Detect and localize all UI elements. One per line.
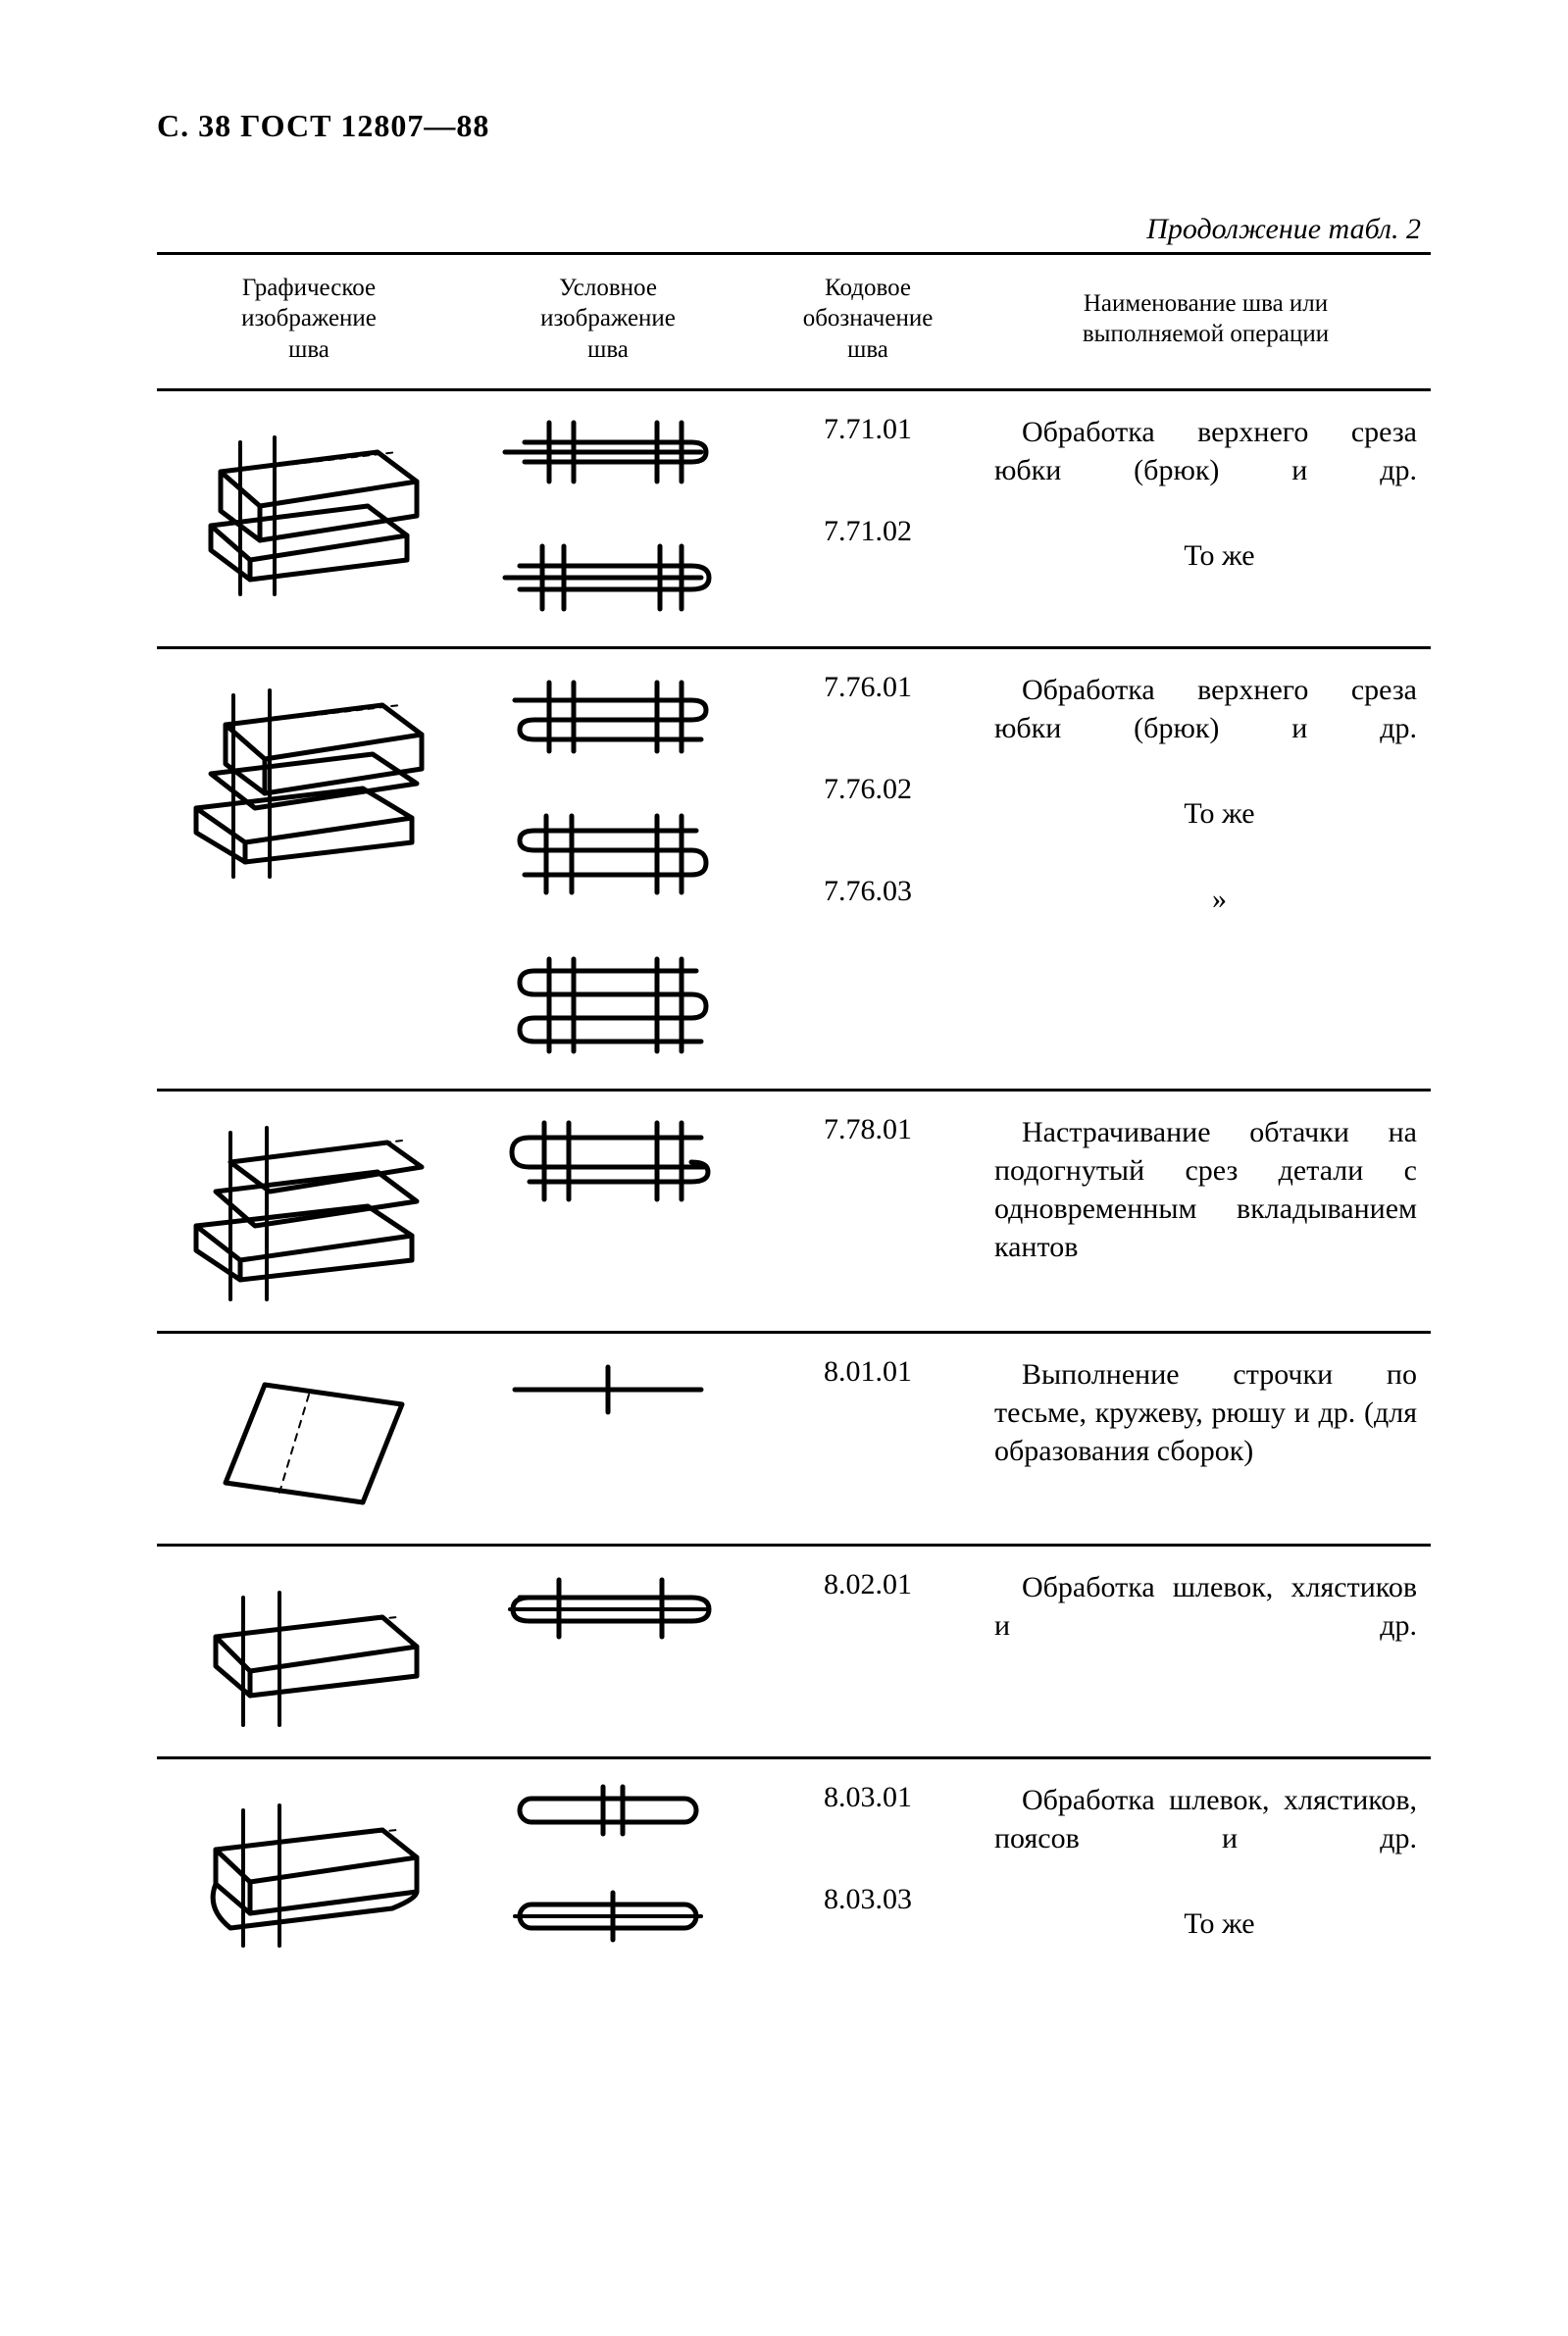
code-cell: 7.76.01 7.76.02 7.76.03 (755, 647, 981, 1090)
code-cell: 8.03.01 8.03.03 (755, 1757, 981, 1979)
symbol-cell (461, 1090, 755, 1332)
seam-symbol-icon (500, 1887, 716, 1946)
graphic-cell (157, 1545, 461, 1757)
seam-symbol-icon (495, 806, 721, 904)
table-continuation-label: Продолжение табл. 2 (157, 213, 1431, 246)
desc-cell: Обработка шлевок, хлястиков и др. (981, 1545, 1431, 1757)
code-cell: 7.71.01 7.71.02 (755, 389, 981, 647)
desc-text: Настрачивание обтачки на подогнутый срез… (994, 1113, 1417, 1266)
seam-graphic-icon (177, 1113, 441, 1309)
seam-symbol-icon (495, 538, 721, 617)
desc-cell: Обработка шлевок, хлястиков, поясов и др… (981, 1757, 1431, 1979)
desc-cell: Выполнение строчки по тесьме, кружеву, р… (981, 1332, 1431, 1545)
code-value: 7.76.03 (769, 875, 967, 908)
code-value: 8.02.01 (769, 1568, 967, 1601)
code-cell: 8.02.01 (755, 1545, 981, 1757)
table-row: 8.01.01 Выполнение строчки по тесьме, кр… (157, 1332, 1431, 1545)
graphic-cell (157, 647, 461, 1090)
seam-symbol-icon (495, 671, 721, 759)
table-header-row: Графическоеизображениешва Условноеизобра… (157, 254, 1431, 390)
seam-graphic-icon (196, 1355, 422, 1522)
seam-table: Графическоеизображениешва Условноеизобра… (157, 252, 1431, 1979)
table-row: 8.02.01 Обработка шлевок, хлястиков и др… (157, 1545, 1431, 1757)
code-value: 7.76.01 (769, 671, 967, 704)
symbol-cell (461, 1757, 755, 1979)
code-value: 7.76.02 (769, 773, 967, 806)
desc-text: Обработка верхнего среза юбки (брюк) и д… (994, 671, 1417, 747)
code-cell: 8.01.01 (755, 1332, 981, 1545)
col-header-symbol: Условноеизображениешва (461, 254, 755, 390)
desc-text: Обработка шлевок, хлястиков, поясов и др… (994, 1781, 1417, 1857)
symbol-cell (461, 389, 755, 647)
symbol-cell (461, 647, 755, 1090)
graphic-cell (157, 1332, 461, 1545)
desc-text: Выполнение строчки по тесьме, кружеву, р… (994, 1355, 1417, 1470)
graphic-cell (157, 1090, 461, 1332)
desc-text: Обработка шлевок, хлястиков и др. (994, 1568, 1417, 1645)
seam-symbol-icon (500, 1355, 716, 1424)
desc-text: Обработка верхнего среза юбки (брюк) и д… (994, 413, 1417, 489)
page: С. 38 ГОСТ 12807—88 Продолжение табл. 2 … (0, 0, 1568, 2336)
table-row: 7.78.01 Настрачивание обтачки на подогну… (157, 1090, 1431, 1332)
code-value: 8.03.01 (769, 1781, 967, 1814)
desc-cell: Обработка верхнего среза юбки (брюк) и д… (981, 389, 1431, 647)
symbol-cell (461, 1332, 755, 1545)
seam-symbol-icon (495, 413, 721, 491)
code-cell: 7.78.01 (755, 1090, 981, 1332)
code-value: 7.71.02 (769, 515, 967, 548)
col-header-code: Кодовоеобозначениешва (755, 254, 981, 390)
col-header-graphic: Графическоеизображениешва (157, 254, 461, 390)
col-header-name: Наименование шва иливыполняемой операции (981, 254, 1431, 390)
code-value: 7.71.01 (769, 413, 967, 446)
table-row: 7.71.01 7.71.02 Обработка верхнего среза… (157, 389, 1431, 647)
desc-text: То же (994, 536, 1417, 575)
desc-text: То же (994, 1904, 1417, 1943)
table-body: 7.71.01 7.71.02 Обработка верхнего среза… (157, 389, 1431, 1979)
seam-symbol-icon (490, 1113, 726, 1211)
desc-text: » (994, 880, 1417, 918)
seam-symbol-icon (495, 951, 721, 1059)
seam-graphic-icon (186, 1568, 431, 1735)
seam-graphic-icon (181, 413, 436, 599)
code-value: 7.78.01 (769, 1113, 967, 1146)
graphic-cell (157, 1757, 461, 1979)
seam-graphic-icon (177, 671, 441, 887)
page-number-header: С. 38 ГОСТ 12807—88 (157, 108, 1431, 144)
table-row: 7.76.01 7.76.02 7.76.03 Обработка верхне… (157, 647, 1431, 1090)
seam-symbol-icon (495, 1568, 721, 1647)
code-value: 8.03.03 (769, 1883, 967, 1916)
desc-text: То же (994, 794, 1417, 833)
seam-graphic-icon (186, 1781, 431, 1957)
desc-cell: Настрачивание обтачки на подогнутый срез… (981, 1090, 1431, 1332)
desc-cell: Обработка верхнего среза юбки (брюк) и д… (981, 647, 1431, 1090)
symbol-cell (461, 1545, 755, 1757)
graphic-cell (157, 389, 461, 647)
table-row: 8.03.01 8.03.03 Обработка шлевок, хлясти… (157, 1757, 1431, 1979)
code-value: 8.01.01 (769, 1355, 967, 1389)
seam-symbol-icon (500, 1781, 716, 1840)
